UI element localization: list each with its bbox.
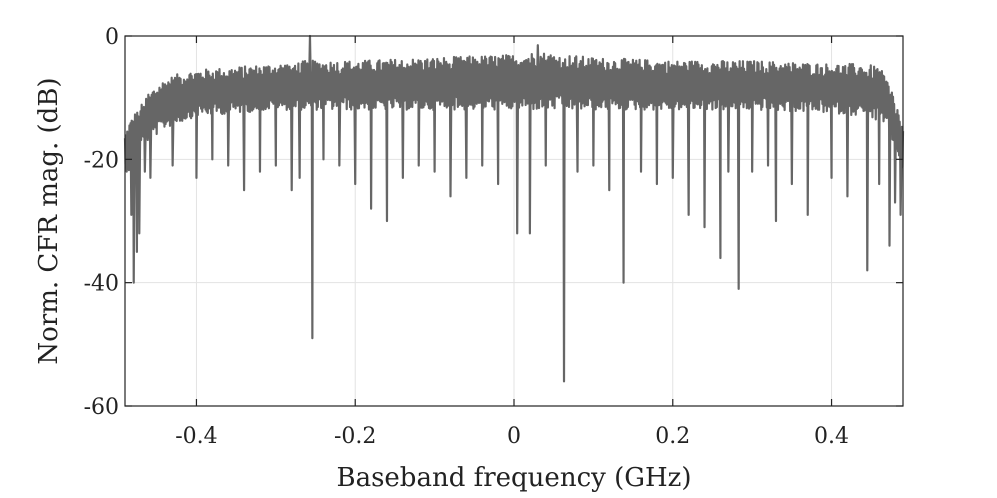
x-tick-label: 0.4 (814, 424, 849, 449)
x-tick-label: 0 (507, 424, 521, 449)
y-tick-label: -40 (84, 272, 119, 297)
y-tick-label: 0 (105, 25, 119, 50)
y-tick-label: -60 (84, 395, 119, 420)
x-tick-label: -0.2 (334, 424, 376, 449)
x-axis-ticks: -0.4 -0.2 0 0.2 0.4 (175, 36, 849, 449)
cfr-magnitude-line (123, 34, 905, 383)
series-trace-group (123, 34, 905, 383)
y-tick-label: -20 (84, 148, 119, 173)
x-axis-label: Baseband frequency (GHz) (336, 463, 691, 493)
x-tick-label: -0.4 (175, 424, 217, 449)
x-tick-label: 0.2 (655, 424, 690, 449)
y-axis-ticks: -60 -40 -20 0 (84, 25, 903, 420)
y-axis-label: Norm. CFR mag. (dB) (34, 77, 64, 364)
